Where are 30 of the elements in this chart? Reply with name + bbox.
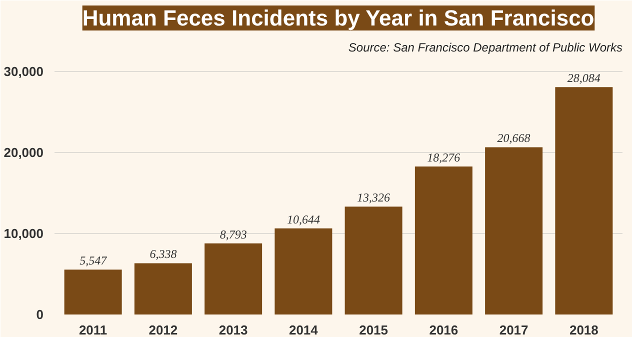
data-label: 5,547 <box>80 254 108 268</box>
x-tick-label: 2016 <box>429 322 458 337</box>
bar <box>485 147 543 314</box>
data-label: 13,326 <box>357 190 390 205</box>
x-tick-label: 2018 <box>569 322 598 337</box>
data-label: 28,084 <box>567 71 600 86</box>
bar <box>134 263 192 314</box>
x-tick-label: 2017 <box>499 322 528 337</box>
data-label: 20,668 <box>497 131 530 146</box>
bar <box>274 228 332 314</box>
x-tick-label: 2015 <box>359 322 388 337</box>
bar <box>555 87 613 314</box>
y-tick-label: 30,000 <box>4 64 44 80</box>
y-tick-label: 10,000 <box>4 226 44 242</box>
chart-subtitle: Source: San Francisco Department of Public Works <box>348 40 622 54</box>
x-tick-label: 2014 <box>288 322 319 337</box>
y-tick-label: 20,000 <box>4 145 44 160</box>
data-label: 10,644 <box>286 212 320 226</box>
x-tick-label: 2013 <box>218 322 248 337</box>
data-label: 6,338 <box>150 247 177 262</box>
chart-title: Human Feces Incidents by Year in San Francisco <box>82 6 594 30</box>
data-label: 18,276 <box>427 150 460 165</box>
data-label: 8,793 <box>220 227 247 242</box>
bar <box>414 166 472 314</box>
bar <box>64 270 122 314</box>
bar <box>344 206 402 314</box>
bar <box>204 243 262 314</box>
x-tick-label: 2012 <box>148 322 178 337</box>
x-tick-label: 2011 <box>78 322 108 337</box>
y-tick-label: 0 <box>36 307 44 322</box>
